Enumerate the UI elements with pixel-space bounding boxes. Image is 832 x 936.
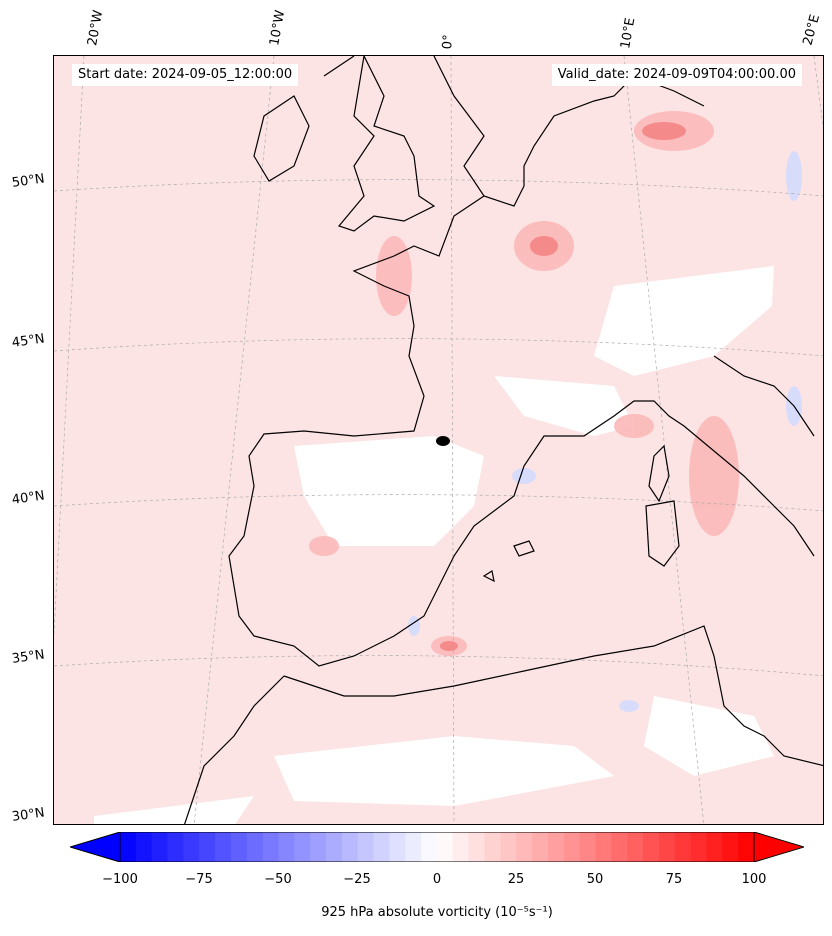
colorbar-segment [706,832,723,862]
colorbar-segment [167,832,184,862]
lon-label-10e: 10°E [618,16,639,51]
start-date-label: Start date: 2024-09-05_12:00:00 [72,64,299,86]
colorbar-segment [595,832,612,862]
colorbar-segment [437,832,454,862]
colorbar-segment [611,832,628,862]
colorbar-tick: −100 [102,872,138,887]
vorticity-map [54,56,823,824]
colorbar-segment [389,832,406,862]
colorbar-segment [151,832,169,862]
colorbar-segment [658,832,676,862]
colorbar-outline [119,832,755,862]
colorbar-segment [674,832,692,862]
lat-label-50n: 50°N [11,171,46,191]
lon-label-0: 0° [440,33,457,50]
colorbar-segment [516,832,533,862]
colorbar-segment [230,832,248,862]
colorbar-segment [326,832,343,862]
colorbar-tick: 0 [432,872,442,887]
colorbar-segment [484,832,501,862]
colorbar-segment [341,832,359,862]
colorbar-segment [199,832,216,862]
colorbar-segment [373,832,390,862]
colorbar [70,832,804,862]
lat-label-35n: 35°N [11,647,46,667]
high-vorticity-core [440,122,686,651]
colorbar-segment [627,832,644,862]
location-marker [436,436,450,446]
colorbar-segment [468,832,486,862]
colorbar-segment [310,832,327,862]
colorbar-segment [722,832,739,862]
colorbar-tick: −25 [343,872,371,887]
colorbar-segment [294,832,311,862]
colorbar-segment [500,832,517,862]
colorbar-segment [120,832,137,862]
colorbar-segment [262,832,279,862]
lon-label-10w: 10°W [267,9,289,48]
lon-label-20e: 20°E [800,12,824,48]
low-vorticity-patches [94,266,774,824]
valid-date-label: Valid_date: 2024-09-09T04:00:00.00 [551,64,802,86]
colorbar-segment [563,832,581,862]
colorbar-segment [405,832,422,862]
colorbar-extend-low [70,832,121,862]
colorbar-tick: 100 [741,872,767,887]
lat-label-40n: 40°N [11,488,46,508]
colorbar-segment [547,832,565,862]
colorbar-tick: −75 [185,872,213,887]
colorbar-segment [215,832,232,862]
lat-label-45n: 45°N [11,331,46,351]
colorbar-segment [532,832,549,862]
map-area [53,55,824,825]
colorbar-label: 925 hPa absolute vorticity (10⁻⁵s⁻¹) [321,905,553,920]
colorbar-tick: −50 [264,872,292,887]
colorbar-segment [278,832,295,862]
colorbar-tick: 75 [665,872,683,887]
gridlines [54,56,823,824]
colorbar-segment [357,832,375,862]
colorbar-segment [421,832,438,862]
coastlines [184,56,823,824]
colorbar-segment [643,832,660,862]
colorbar-tick: 25 [507,872,525,887]
colorbar-segment [246,832,264,862]
colorbar-segments [120,832,755,862]
colorbar-segment [579,832,596,862]
colorbar-segment [738,832,755,862]
colorbar-segment [452,832,470,862]
colorbar-segment [135,832,153,862]
colorbar-tick: 50 [586,872,604,887]
colorbar-segment [183,832,200,862]
lon-label-20w: 20°W [85,9,107,48]
colorbar-segment [690,832,707,862]
colorbar-extend-high [753,832,804,862]
lat-label-30n: 30°N [11,805,46,825]
